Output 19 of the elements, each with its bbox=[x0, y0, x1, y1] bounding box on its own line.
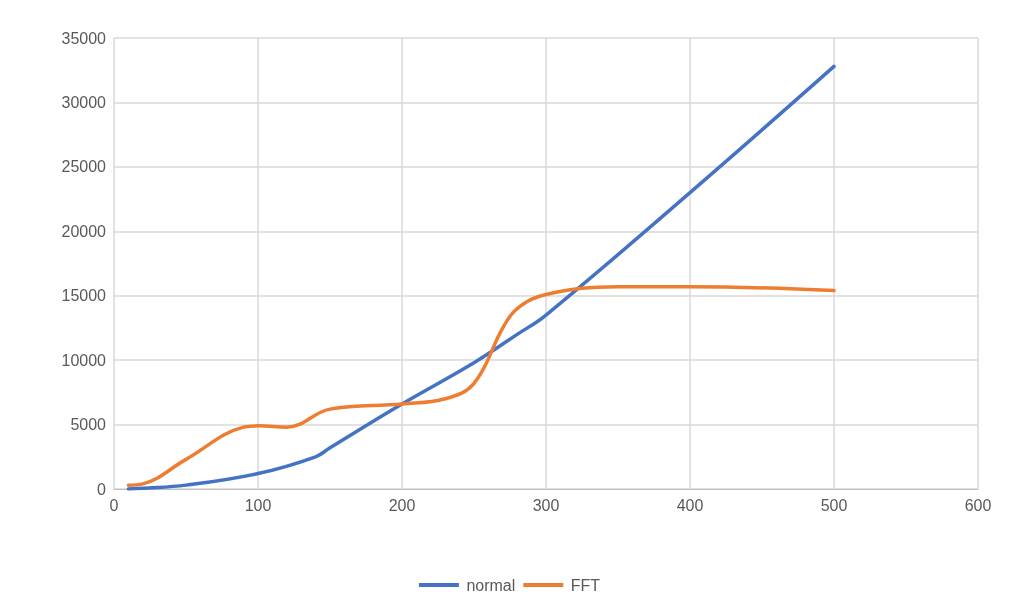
y-tick-label: 5000 bbox=[70, 416, 107, 434]
y-tick-label: 25000 bbox=[61, 158, 107, 176]
x-tick-label: 500 bbox=[820, 496, 848, 514]
line-series bbox=[126, 284, 836, 487]
legend-label: FFT bbox=[570, 576, 601, 594]
y-tick-label: 30000 bbox=[61, 93, 107, 111]
line-series bbox=[126, 64, 836, 491]
x-tick-label: 200 bbox=[388, 496, 416, 514]
x-tick-label: 100 bbox=[244, 496, 272, 514]
y-tick-label: 0 bbox=[97, 480, 107, 498]
legend-label: normal bbox=[466, 576, 516, 594]
x-tick-label: 300 bbox=[532, 496, 560, 514]
x-tick-label: 0 bbox=[109, 496, 119, 514]
y-tick-label: 20000 bbox=[61, 222, 107, 240]
y-tick-label: 35000 bbox=[61, 29, 107, 47]
x-tick-label: 400 bbox=[676, 496, 704, 514]
y-tick-label: 15000 bbox=[61, 287, 107, 305]
y-tick-label: 10000 bbox=[61, 351, 107, 369]
x-tick-label: 600 bbox=[964, 496, 992, 514]
